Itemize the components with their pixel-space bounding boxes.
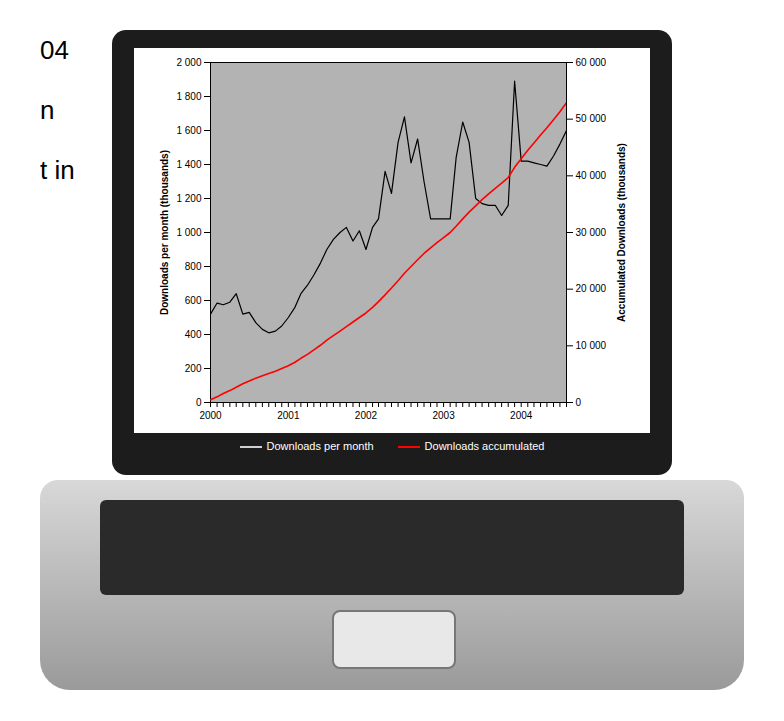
svg-text:1 000: 1 000 (176, 227, 201, 238)
html-text:Downloads per month: Downloads per month (266, 440, 374, 452)
html-text:n: n (40, 95, 55, 125)
html-text:t in: t in (40, 155, 75, 185)
svg-text:2004: 2004 (510, 410, 533, 421)
svg-text:10 000: 10 000 (576, 340, 607, 351)
svg-text:200: 200 (185, 363, 202, 374)
svg-text:2003: 2003 (432, 410, 455, 421)
svg-text:800: 800 (185, 261, 202, 272)
svg-text:2002: 2002 (355, 410, 378, 421)
svg-text:1 200: 1 200 (176, 193, 201, 204)
svg-text:30 000: 30 000 (576, 227, 607, 238)
svg-text:40 000: 40 000 (576, 170, 607, 181)
svg-text:1 400: 1 400 (176, 159, 201, 170)
svg-text:Accumulated Downloads (thousan: Accumulated Downloads (thousands) (616, 143, 627, 322)
svg-text:2 000: 2 000 (176, 57, 201, 68)
svg-text:400: 400 (185, 329, 202, 340)
svg-text:2000: 2000 (199, 410, 222, 421)
svg-text:60 000: 60 000 (576, 57, 607, 68)
svg-text:600: 600 (185, 295, 202, 306)
svg-text:Downloads per month (thousands: Downloads per month (thousands) (159, 150, 170, 315)
svg-text:0: 0 (196, 397, 202, 408)
svg-text:20 000: 20 000 (576, 283, 607, 294)
html-text:04: 04 (40, 35, 69, 65)
html-text:Downloads accumulated: Downloads accumulated (424, 440, 545, 452)
svg-text:1 800: 1 800 (176, 91, 201, 102)
svg-text:0: 0 (576, 397, 582, 408)
svg-text:1 600: 1 600 (176, 125, 201, 136)
svg-text:50 000: 50 000 (576, 113, 607, 124)
svg-text:2001: 2001 (277, 410, 300, 421)
